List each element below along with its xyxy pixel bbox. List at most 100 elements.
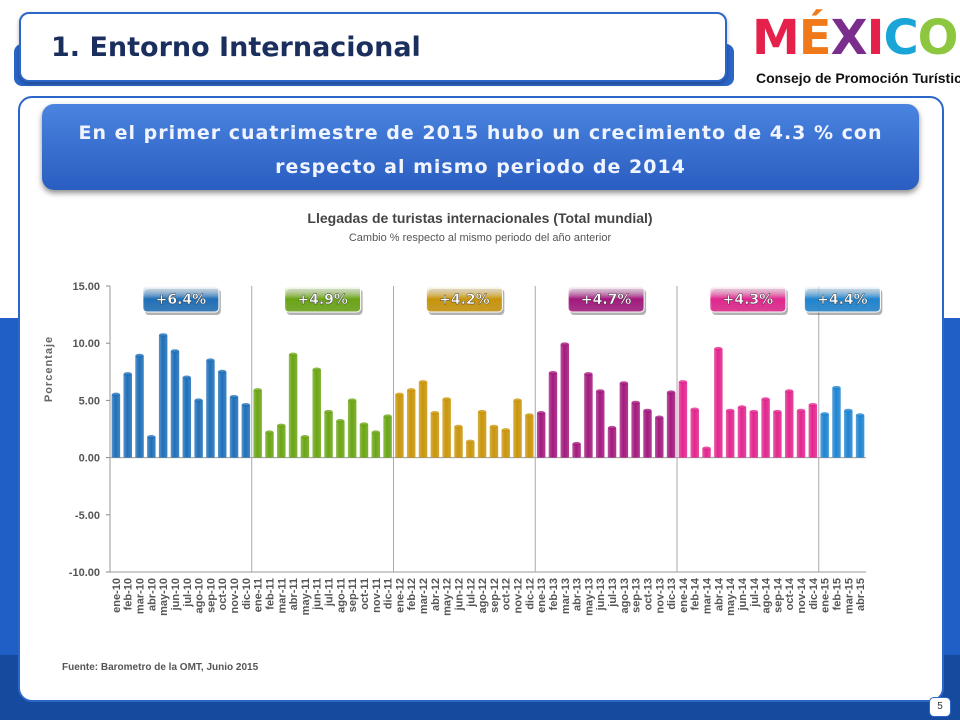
bar — [501, 430, 510, 458]
bar-cap — [406, 388, 416, 393]
x-tick-label: abr-14 — [713, 577, 725, 611]
x-tick-label: dic-11 — [383, 578, 395, 609]
bar — [714, 348, 723, 458]
bar-cap — [714, 346, 723, 351]
page-number: 5 — [929, 697, 951, 717]
bar-cap — [158, 333, 168, 338]
bar — [158, 335, 168, 458]
x-tick-label: nov-12 — [513, 578, 525, 613]
x-tick-label: abr-15 — [855, 578, 867, 611]
bar — [454, 426, 463, 458]
x-tick-label: dic-13 — [666, 578, 678, 610]
bar-cap — [749, 409, 759, 414]
bar — [312, 369, 321, 458]
bar-cap — [678, 380, 688, 385]
bar-cap — [288, 352, 298, 357]
bar-cap — [560, 342, 570, 347]
bar — [265, 432, 274, 458]
bar — [631, 402, 640, 458]
bar-cap — [513, 398, 522, 403]
x-tick-label: jun-10 — [170, 578, 182, 611]
bar-cap — [430, 410, 440, 415]
x-tick-label: ago-11 — [335, 578, 347, 613]
x-tick-label: sep-13 — [631, 578, 643, 613]
annotation-badge — [567, 285, 645, 313]
bar — [170, 351, 180, 458]
x-tick-label: oct-12 — [501, 578, 513, 610]
bar-cap — [194, 398, 203, 403]
bar-cap — [690, 407, 699, 412]
bar-cap — [536, 410, 546, 415]
bar-cap — [466, 439, 475, 444]
x-tick-label: mar-11 — [276, 578, 288, 613]
annotation-label: +6.4% — [156, 292, 207, 308]
bar — [548, 372, 558, 458]
bar-cap — [336, 418, 345, 423]
bar-cap — [796, 408, 806, 413]
x-tick-label: sep-14 — [772, 577, 784, 613]
bar — [347, 400, 357, 458]
bar — [324, 411, 333, 458]
bar — [666, 392, 676, 458]
x-tick-label: may-14 — [725, 577, 737, 616]
bar — [111, 394, 121, 458]
bar — [418, 382, 428, 458]
bar — [253, 390, 262, 458]
x-tick-label: nov-10 — [229, 578, 241, 613]
bar — [619, 383, 629, 458]
y-tick-label: 15.00 — [72, 281, 100, 293]
bar-cap — [501, 428, 510, 433]
bar-cap — [442, 397, 451, 402]
y-tick-label: 5.00 — [79, 395, 100, 407]
bar-cap — [844, 408, 853, 413]
bar — [702, 448, 711, 458]
bar — [383, 416, 392, 458]
bar — [406, 390, 416, 458]
bar — [442, 399, 451, 458]
bar — [832, 387, 841, 458]
bar-cap — [820, 412, 829, 417]
bar — [584, 374, 593, 458]
y-axis-label: Porcentaje — [43, 336, 55, 402]
x-tick-label: jun-11 — [312, 578, 324, 611]
bar-cap — [737, 405, 747, 410]
x-tick-label: oct-14 — [784, 577, 796, 610]
bar-cap — [584, 372, 593, 377]
bar-cap — [631, 400, 640, 405]
bar — [725, 410, 735, 458]
x-tick-label: jul-13 — [607, 578, 619, 608]
x-tick-label: mar-12 — [418, 578, 430, 614]
x-tick-label: ene-10 — [111, 578, 123, 613]
bar — [844, 410, 853, 458]
bar — [513, 400, 522, 458]
bar — [796, 410, 806, 458]
bar-cap — [607, 425, 617, 430]
y-tick-label: 0.00 — [79, 453, 100, 465]
bar — [536, 412, 546, 458]
bar — [430, 412, 440, 458]
bar-cap — [182, 375, 192, 380]
bar — [288, 354, 298, 458]
annotation-badge — [425, 285, 503, 313]
bar-cap — [477, 409, 487, 414]
bar-cap — [725, 408, 735, 413]
x-tick-label: sep-10 — [205, 578, 217, 613]
bar-cap — [619, 381, 629, 386]
bar-cap — [371, 430, 381, 435]
bar — [300, 437, 310, 458]
bar — [572, 443, 581, 458]
x-tick-label: feb-11 — [264, 578, 276, 610]
bar — [135, 355, 144, 458]
summary-banner: En el primer cuatrimestre de 2015 hubo u… — [42, 104, 919, 190]
x-tick-label: mar-15 — [843, 578, 855, 614]
x-tick-label: ago-14 — [761, 577, 773, 613]
x-tick-label: oct-13 — [642, 578, 654, 610]
y-tick-label: -5.00 — [75, 510, 100, 522]
x-tick-label: may-13 — [583, 578, 595, 616]
bar-cap — [548, 370, 558, 375]
bar — [477, 411, 487, 458]
bar — [749, 411, 759, 458]
x-tick-label: abr-12 — [430, 578, 442, 611]
x-tick-label: sep-11 — [347, 578, 359, 612]
x-tick-label: ene-14 — [678, 577, 690, 613]
